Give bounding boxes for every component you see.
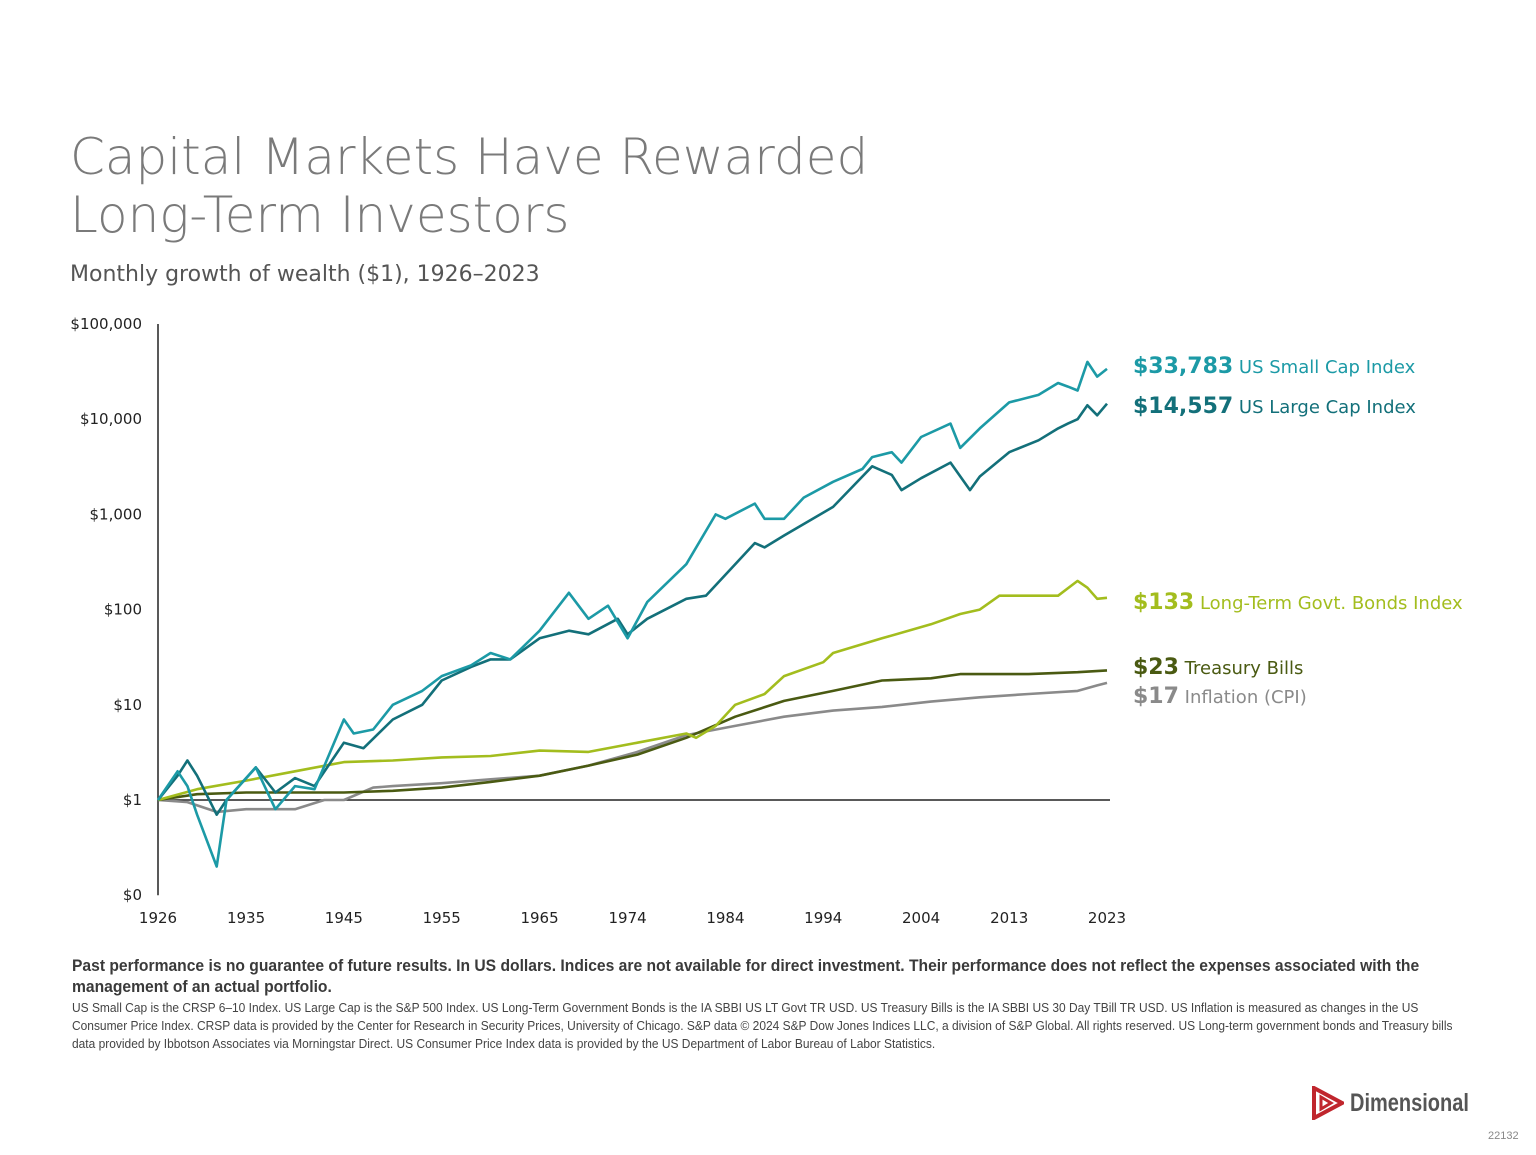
series-name: US Small Cap Index <box>1233 357 1415 378</box>
y-tick-label: $10 <box>113 696 142 714</box>
x-tick-label: 1945 <box>325 909 363 927</box>
series-name: Long-Term Govt. Bonds Index <box>1194 593 1463 614</box>
series-end-label: $133 Long-Term Govt. Bonds Index <box>1133 590 1463 615</box>
series-line-treasury-bills <box>157 669 1108 802</box>
series-end-label: $14,557 US Large Cap Index <box>1133 394 1416 419</box>
x-tick-label: 2023 <box>1088 909 1126 927</box>
end-value: $14,557 <box>1133 394 1233 419</box>
end-value: $23 <box>1133 655 1179 680</box>
series-line-us-small-cap-index <box>156 360 1108 868</box>
y-tick-label: $10,000 <box>80 410 142 428</box>
x-tick-label: 1984 <box>706 909 744 927</box>
end-value: $133 <box>1133 590 1194 615</box>
x-tick-label: 1994 <box>804 909 842 927</box>
y-tick-label: $0 <box>123 886 142 904</box>
logo-mark-icon <box>1312 1086 1344 1120</box>
x-tick-label: 1965 <box>520 909 558 927</box>
series-end-label: $33,783 US Small Cap Index <box>1133 354 1416 379</box>
x-tick-label: 2004 <box>902 909 940 927</box>
disclaimer-bold: Past performance is no guarantee of futu… <box>72 956 1420 996</box>
x-tick-label: 1955 <box>423 909 461 927</box>
page-title: Capital Markets Have Rewarded Long-Term I… <box>70 128 868 244</box>
series-end-label: $17 Inflation (CPI) <box>1133 684 1307 709</box>
y-tick-label: $100 <box>104 601 142 619</box>
y-tick-label: $1 <box>123 791 142 809</box>
end-value: $17 <box>1133 684 1179 709</box>
document-code: 22132 <box>1488 1130 1519 1142</box>
series-name: Inflation (CPI) <box>1179 687 1307 708</box>
x-tick-label: 1926 <box>139 909 177 927</box>
end-value: $33,783 <box>1133 354 1233 379</box>
series-name: US Large Cap Index <box>1233 397 1416 418</box>
series-end-label: $23 Treasury Bills <box>1133 655 1303 680</box>
dimensional-logo: Dimensional <box>1312 1086 1499 1120</box>
title-line-2: Long-Term Investors <box>70 186 570 244</box>
y-tick-label: $1,000 <box>90 505 143 523</box>
series-line-long-term-govt-bonds-index <box>157 579 1108 802</box>
x-tick-label: 1935 <box>227 909 265 927</box>
disclaimer: Past performance is no guarantee of futu… <box>72 955 1462 1053</box>
series-name: Treasury Bills <box>1179 658 1303 679</box>
disclaimer-text: US Small Cap is the CRSP 6–10 Index. US … <box>72 1001 1453 1051</box>
series-line-us-large-cap-index <box>156 402 1108 817</box>
title-line-1: Capital Markets Have Rewarded <box>70 128 869 186</box>
subtitle: Monthly growth of wealth ($1), 1926–2023 <box>70 262 540 287</box>
x-tick-label: 2013 <box>990 909 1028 927</box>
y-tick-label: $100,000 <box>70 315 142 333</box>
x-tick-label: 1974 <box>609 909 647 927</box>
growth-chart: $0 $1 $10 $100 $1,000 $10,000 $100,000 1926 1935… <box>70 315 1463 927</box>
logo-text: Dimensional <box>1350 1088 1469 1117</box>
